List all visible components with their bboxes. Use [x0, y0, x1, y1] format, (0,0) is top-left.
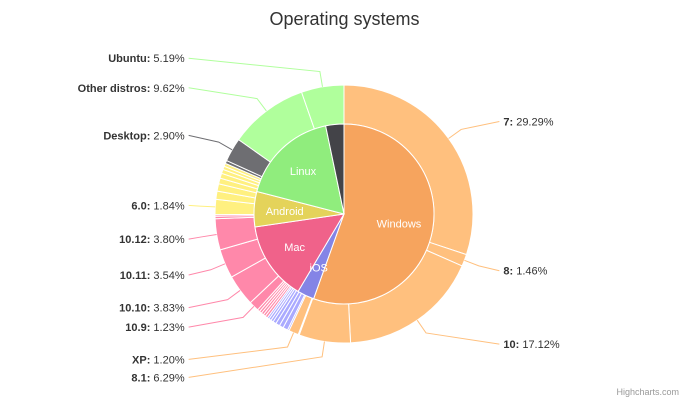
inner-labels: Windows iOS Mac Android Linux — [266, 166, 422, 275]
outer-label-7: 7: 29.29% — [503, 117, 553, 129]
connector-desktop — [188, 134, 233, 151]
outer-label-6-0: 6.0: 1.84% — [131, 200, 184, 212]
outer-label-10-11: 10.11: 3.54% — [120, 270, 185, 282]
outer-label-xp: XP: 1.20% — [132, 354, 185, 366]
inner-label-mac: Mac — [284, 242, 305, 254]
credits-link[interactable]: Highcharts.com — [616, 387, 679, 397]
connector-10-9 — [188, 305, 255, 328]
connector-xp — [188, 332, 295, 360]
inner-slice-linux[interactable] — [256, 125, 345, 215]
inner-slice-unlabeled-5[interactable] — [325, 123, 345, 215]
connector-ubuntu — [188, 57, 323, 87]
outer-label-10-12: 10.12: 3.80% — [119, 234, 185, 246]
inner-slice-windows[interactable] — [312, 123, 435, 305]
inner-label-windows: Windows — [377, 219, 422, 231]
outer-label-10: 10: 17.12% — [503, 339, 559, 351]
inner-label-android: Android — [266, 206, 304, 218]
outer-labels: 7: 29.29% 8: 1.46% 10: 17.12% 8.1: 6.29% XP:… — [78, 53, 560, 384]
chart-title: Operating systems — [269, 9, 419, 29]
connector-10-10 — [188, 290, 241, 309]
connector-10-12 — [188, 233, 217, 240]
connector-10 — [416, 319, 500, 345]
outer-label-desktop: Desktop: 2.90% — [103, 130, 185, 142]
connector-other-distros — [188, 87, 267, 112]
connector-10-11 — [188, 263, 226, 276]
connector-7 — [448, 121, 500, 139]
outer-label-ubuntu: Ubuntu: 5.19% — [108, 53, 185, 65]
inner-pie — [253, 123, 435, 305]
inner-label-ios: iOS — [310, 263, 328, 275]
outer-label-10-9: 10.9: 1.23% — [125, 322, 185, 334]
outer-label-10-10: 10.10: 3.83% — [119, 303, 185, 315]
inner-label-linux: Linux — [290, 166, 317, 178]
outer-label-8: 8: 1.46% — [503, 266, 547, 278]
connector-8-1 — [188, 341, 325, 378]
outer-label-8-1: 8.1: 6.29% — [131, 372, 184, 384]
outer-label-other-distros: Other distros: 9.62% — [78, 83, 185, 95]
inner-slice-mac[interactable] — [254, 213, 345, 293]
connector-6-0 — [188, 204, 216, 208]
connector-8 — [464, 259, 500, 272]
